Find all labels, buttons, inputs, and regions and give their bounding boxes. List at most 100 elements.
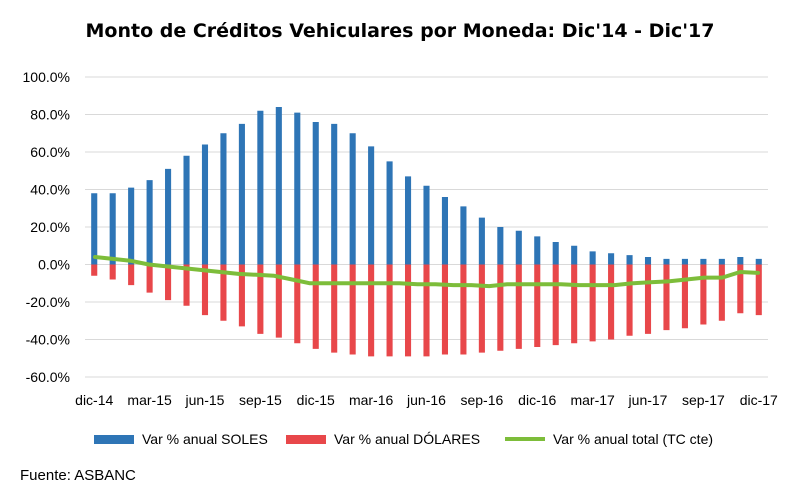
bar-dolares [201, 264, 209, 316]
bar-soles [644, 257, 652, 265]
x-tick-label: jun-15 [185, 392, 225, 408]
bar-soles [183, 155, 190, 265]
bar-dolares [589, 264, 596, 342]
bar-soles [515, 230, 522, 265]
legend-item-total: Var % anual total (TC cte) [505, 431, 713, 447]
bar-soles [349, 133, 356, 265]
y-tick-label: 0.0% [38, 257, 70, 273]
bar-soles [423, 185, 430, 265]
bar-soles [275, 107, 282, 265]
chart-title: Monto de Créditos Vehiculares por Moneda… [85, 20, 715, 42]
x-tick-label: jun-17 [628, 392, 668, 408]
bar-dolares [737, 264, 744, 314]
bar-dolares [534, 264, 541, 347]
bar-soles [294, 112, 301, 265]
bar-dolares [312, 264, 319, 349]
bar-soles [589, 251, 596, 265]
legend-swatch-soles [94, 434, 134, 444]
bar-dolares [460, 264, 467, 355]
bar-soles [497, 227, 504, 265]
x-tick-label: dic-16 [518, 392, 556, 408]
y-tick-label: -40.0% [26, 332, 70, 348]
bar-dolares [349, 264, 356, 355]
x-tick-label: mar-17 [570, 392, 615, 408]
legend-item-soles: Var % anual SOLES [94, 431, 268, 447]
x-tick-label: sep-15 [239, 392, 282, 408]
y-tick-label: 100.0% [23, 69, 70, 85]
bar-dolares [552, 264, 559, 346]
bar-soles [128, 187, 135, 265]
x-tick-label: dic-14 [75, 392, 113, 408]
bar-soles [608, 253, 615, 265]
x-tick-label: mar-15 [127, 392, 172, 408]
bar-soles [404, 176, 412, 265]
bar-dolares [183, 264, 190, 306]
bar-dolares [497, 264, 504, 351]
legend-item-dolares: Var % anual DÓLARES [286, 431, 480, 447]
bar-dolares [608, 264, 615, 340]
y-tick-label: 20.0% [30, 219, 70, 235]
bar-dolares [220, 264, 227, 321]
y-tick-label: 60.0% [30, 144, 70, 160]
x-tick-label: mar-16 [349, 392, 394, 408]
x-tick-label: dic-17 [740, 392, 778, 408]
bar-dolares [146, 264, 153, 293]
y-tick-label: -60.0% [26, 369, 70, 385]
bar-soles [165, 168, 172, 265]
bar-soles [681, 258, 688, 265]
x-tick-label: sep-17 [682, 392, 725, 408]
bar-soles [755, 258, 762, 265]
legend-label-soles: Var % anual SOLES [142, 431, 268, 447]
bar-dolares [644, 264, 652, 334]
bar-dolares [681, 264, 688, 329]
y-tick-label: 40.0% [30, 182, 70, 198]
bar-soles [478, 217, 485, 265]
source-note: Fuente: ASBANC [20, 467, 136, 484]
bar-soles [737, 257, 744, 265]
bar-soles [460, 206, 467, 265]
bar-dolares [718, 264, 725, 321]
bar-dolares [294, 264, 301, 344]
bar-dolares [478, 264, 485, 353]
bar-dolares [257, 264, 264, 334]
legend-swatch-total [505, 437, 545, 441]
bar-soles [331, 123, 338, 265]
bar-dolares [571, 264, 578, 344]
bar-soles [441, 197, 449, 265]
bar-soles [700, 258, 707, 265]
x-tick-label: sep-16 [460, 392, 503, 408]
bar-dolares [626, 264, 633, 336]
y-tick-label: -20.0% [26, 294, 70, 310]
bar-dolares [91, 264, 98, 276]
legend-label-dolares: Var % anual DÓLARES [334, 431, 481, 447]
bar-dolares [441, 264, 449, 355]
bar-dolares [368, 264, 375, 357]
bar-soles [626, 255, 633, 265]
line-total [93, 255, 760, 289]
bar-soles [238, 123, 245, 265]
x-tick-label: dic-15 [297, 392, 335, 408]
bar-soles [220, 133, 227, 265]
bar-dolares [423, 264, 430, 357]
bar-soles [201, 144, 209, 265]
bar-dolares [165, 264, 172, 301]
bar-dolares [386, 264, 393, 357]
bar-dolares [700, 264, 707, 325]
y-tick-label: 80.0% [30, 107, 70, 123]
bar-soles [257, 110, 264, 265]
bar-soles [534, 236, 541, 265]
bar-soles [368, 146, 375, 265]
bar-soles [312, 122, 319, 265]
bar-soles [571, 245, 578, 265]
bar-soles [718, 258, 725, 265]
chart-legend: Var % anual SOLES Var % anual DÓLARES Va… [0, 431, 800, 451]
bar-soles [386, 161, 393, 265]
bar-soles [146, 180, 153, 265]
bar-soles [663, 258, 670, 265]
bar-dolares [128, 264, 135, 286]
bar-soles [552, 242, 559, 265]
bar-dolares [109, 264, 116, 280]
bar-dolares [515, 264, 522, 349]
legend-label-total: Var % anual total (TC cte) [553, 431, 714, 447]
bar-dolares [755, 264, 762, 316]
